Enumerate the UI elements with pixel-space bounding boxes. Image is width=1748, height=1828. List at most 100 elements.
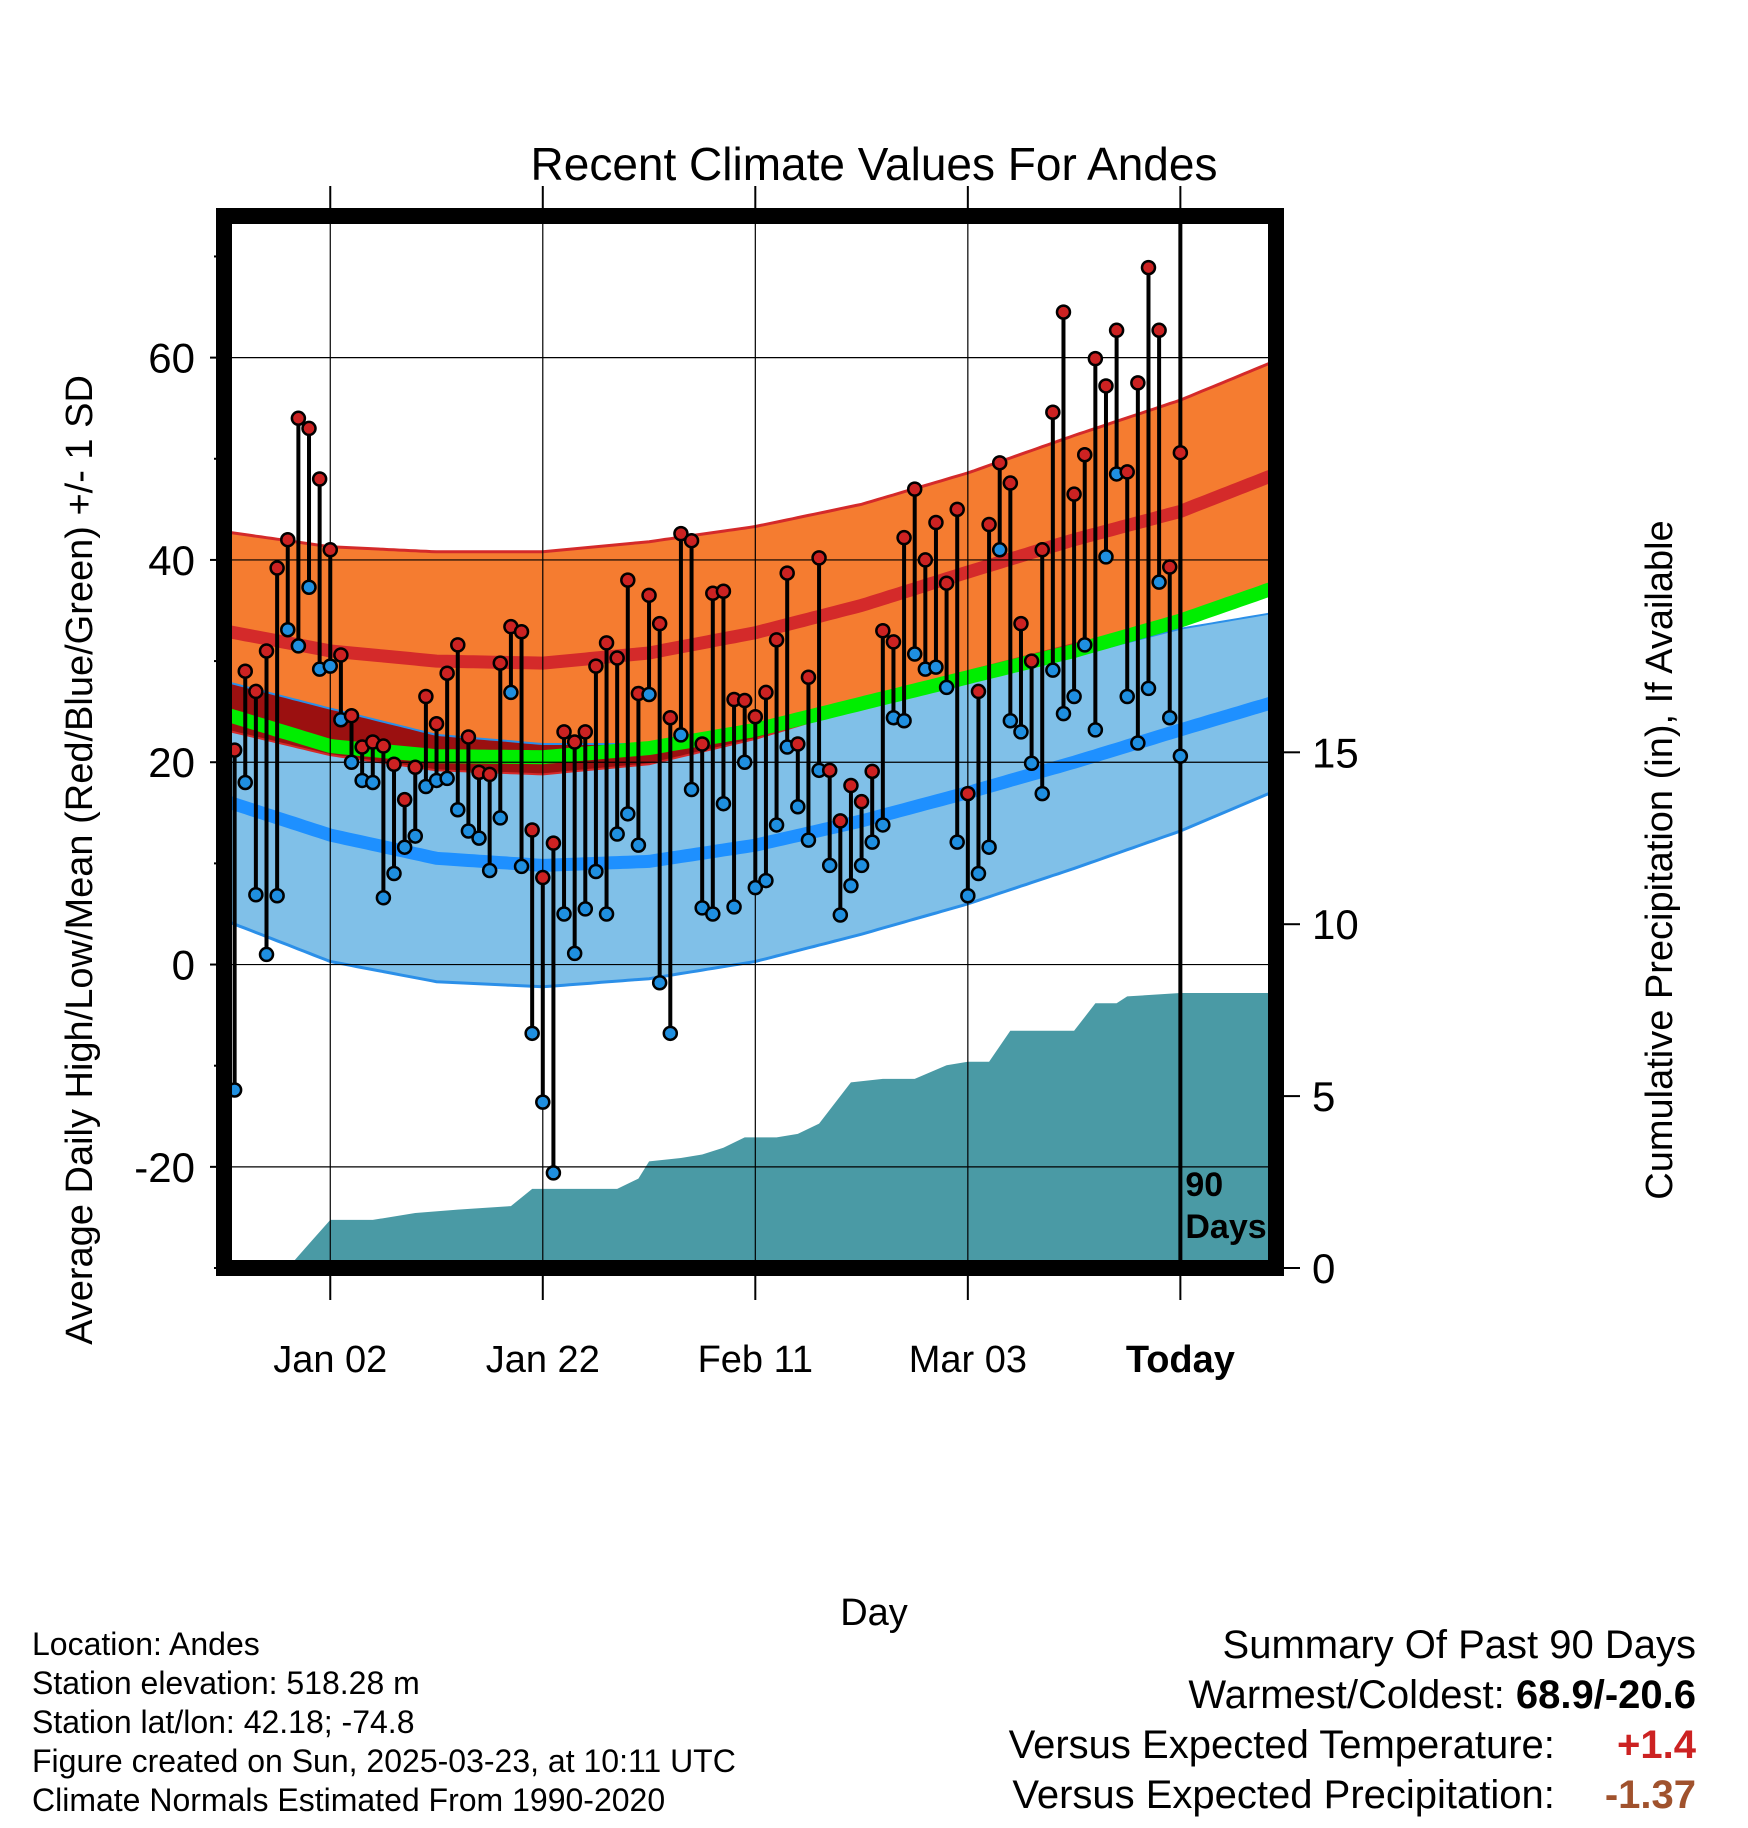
daily-low-point: [960, 888, 976, 904]
x-tick-label: Feb 11: [698, 1339, 813, 1381]
y-axis-label-left: Average Daily High/Low/Mean (Red/Blue/Gr…: [59, 375, 101, 1345]
daily-low-point: [1076, 637, 1093, 653]
daily-high-point: [439, 665, 455, 681]
daily-low-point: [768, 817, 785, 833]
daily-low-point: [821, 857, 838, 874]
daily-high-point: [1087, 350, 1104, 367]
daily-high-point: [556, 724, 572, 740]
daily-high-point: [885, 634, 902, 650]
daily-high-point: [1045, 404, 1061, 420]
daily-high-point: [1108, 322, 1125, 339]
daily-low-point: [1098, 549, 1114, 565]
daily-high-point: [588, 658, 604, 674]
daily-high-point: [641, 587, 657, 604]
daily-low-point: [1045, 662, 1061, 678]
daily-high-point: [790, 736, 806, 752]
daily-high-point: [747, 708, 764, 725]
daily-low-point: [407, 828, 424, 844]
daily-low-point: [715, 795, 732, 812]
daily-low-point: [545, 1165, 562, 1181]
daily-high-point: [779, 565, 795, 581]
temp-anomaly-value: +1.4: [1617, 1723, 1696, 1767]
daily-high-point: [853, 793, 870, 810]
daily-low-point: [248, 886, 264, 903]
daily-low-point: [1119, 688, 1135, 705]
x-tick-label: Today: [1126, 1339, 1235, 1381]
daily-high-point: [301, 420, 317, 437]
summary-temp-row: Versus Expected Temperature: +1.4: [1009, 1720, 1696, 1770]
daily-low-point: [1055, 705, 1072, 722]
daily-high-point: [1151, 322, 1167, 339]
daily-high-point: [875, 622, 891, 639]
daily-high-point: [598, 635, 615, 651]
daily-high-point: [864, 763, 880, 780]
daily-high-point: [545, 835, 562, 851]
daily-low-point: [524, 1025, 540, 1042]
daily-low-point: [641, 686, 657, 703]
x-axis-label: Day: [840, 1592, 908, 1634]
daily-high-point: [407, 759, 424, 776]
daily-low-point: [832, 907, 849, 923]
daily-high-point: [768, 632, 785, 648]
daily-low-point: [556, 906, 572, 922]
daily-low-point: [705, 906, 721, 922]
daily-low-point: [471, 830, 487, 846]
daily-high-point: [800, 669, 817, 686]
daily-low-point: [1140, 680, 1157, 697]
daily-high-point: [620, 572, 636, 588]
location-text: Location: Andes: [32, 1626, 260, 1662]
daily-high-point: [811, 550, 827, 566]
daily-low-point: [1034, 785, 1050, 802]
station-info: Location: Andes Station elevation: 518.2…: [32, 1625, 736, 1820]
x-tick-label: Jan 02: [273, 1339, 387, 1381]
daily-high-point: [683, 532, 700, 549]
summary-heading: Summary Of Past 90 Days: [1222, 1623, 1696, 1667]
daily-high-point: [843, 777, 859, 794]
elevation-text: Station elevation: 518.28 m: [32, 1665, 420, 1701]
daily-low-point: [237, 774, 254, 791]
daily-low-point: [386, 865, 402, 882]
daily-high-point: [917, 552, 934, 568]
daily-low-point: [683, 781, 700, 798]
daily-high-point: [1034, 542, 1050, 558]
y-left-tick-label: -20: [134, 1144, 195, 1191]
y-axis-label-right: Cumulative Precipitation (in), If Availa…: [1639, 520, 1681, 1199]
daily-low-point: [450, 802, 466, 818]
precip-anomaly-value: -1.37: [1604, 1773, 1696, 1817]
latlon-text: Station lat/lon: 42.18; -74.8: [32, 1704, 415, 1740]
daily-low-point: [1002, 713, 1019, 729]
daily-low-point: [1023, 755, 1040, 771]
daily-high-point: [715, 583, 732, 600]
daily-high-point: [450, 637, 466, 653]
daily-high-point: [460, 729, 477, 745]
daily-low-point: [375, 890, 392, 906]
daily-high-point: [673, 525, 689, 542]
daily-high-point: [428, 716, 445, 732]
daily-low-point: [790, 798, 806, 815]
x-tick-label: Mar 03: [909, 1339, 1027, 1381]
daily-low-point: [365, 774, 381, 791]
daily-low-point: [439, 770, 455, 787]
summary-extremes-row: Warmest/Coldest: 68.9/-20.6: [1009, 1670, 1696, 1720]
daily-low-point: [513, 858, 530, 875]
daily-low-point: [747, 879, 764, 896]
daily-high-point: [343, 707, 360, 724]
daily-low-point: [938, 679, 955, 696]
daily-low-point: [322, 658, 339, 674]
y-left-tick-label: 20: [148, 739, 195, 786]
daily-low-point: [598, 906, 615, 922]
daily-high-point: [906, 481, 923, 497]
daily-high-point: [1130, 375, 1146, 391]
precip-anomaly-label: Versus Expected Precipitation:: [1012, 1773, 1555, 1817]
daily-high-point: [832, 813, 849, 829]
daily-high-point: [386, 756, 402, 773]
high-sd-band: [224, 360, 1276, 775]
low-band-lower-edge: [224, 789, 1276, 989]
daily-low-point: [991, 542, 1008, 558]
normals-note-text: Climate Normals Estimated From 1990-2020: [32, 1782, 666, 1818]
y-right-tick-label: 0: [1312, 1245, 1335, 1292]
today-marker-label-2: Days: [1185, 1208, 1266, 1246]
high-band-upper-edge: [224, 359, 1276, 554]
daily-high-point: [1172, 444, 1189, 461]
